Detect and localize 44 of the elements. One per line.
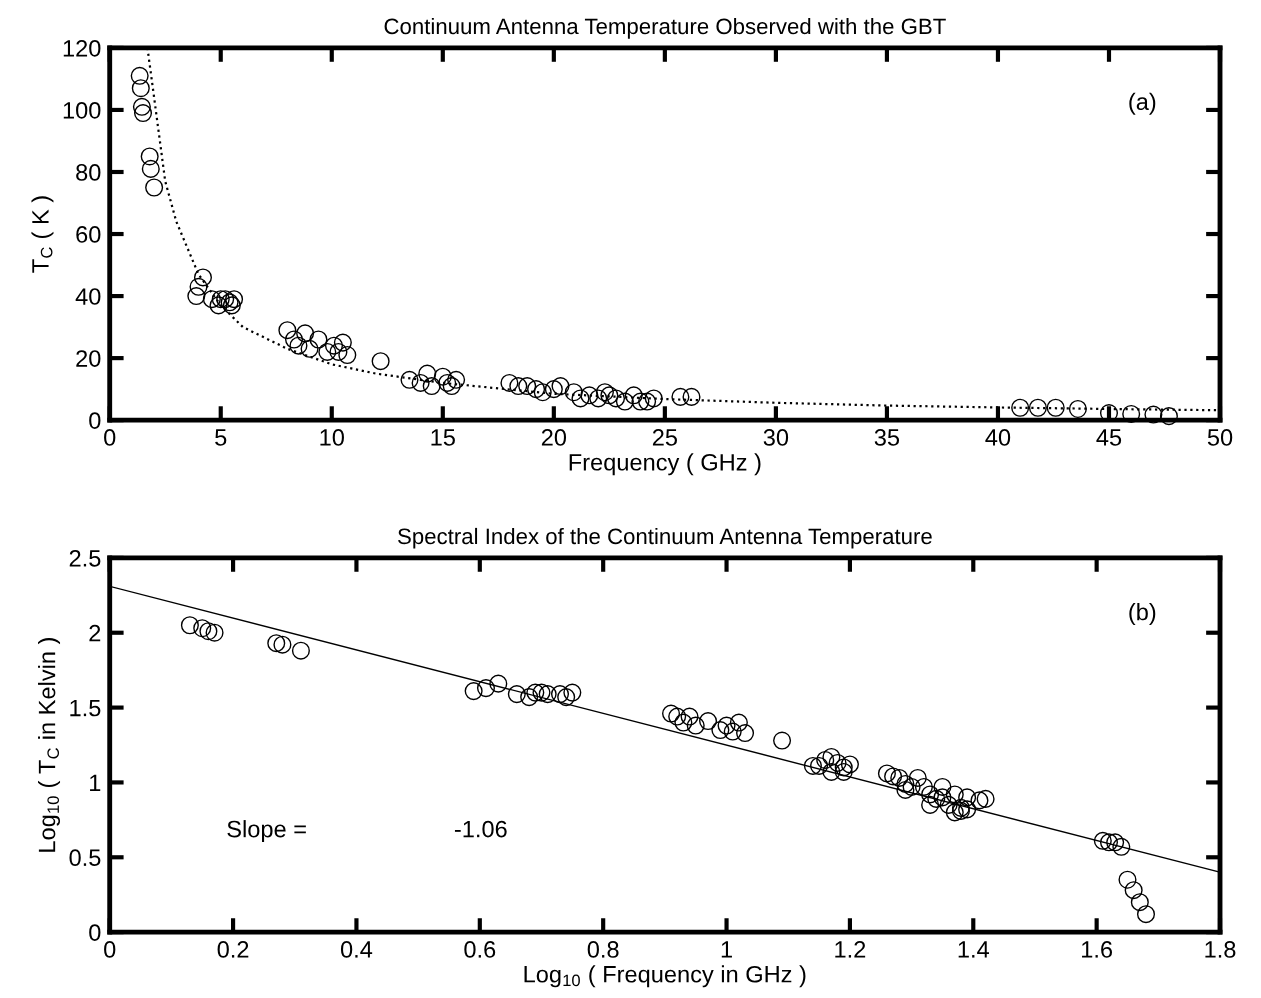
x-tick-label: 1.6 [1082, 941, 1113, 958]
x-tick-label: 1.8 [1205, 941, 1236, 958]
x-tick-label: 5 [215, 429, 227, 446]
y-tick-label: 80 [76, 164, 101, 181]
chart-title: Continuum Antenna Temperature Observed with the GBT [384, 17, 946, 39]
x-tick-label: 0 [104, 941, 116, 958]
y-tick-label: 2.5 [69, 549, 101, 567]
y-axis-title: T$_{C}$ ( K ) [31, 196, 54, 273]
y-tick-label: 100 [63, 102, 101, 119]
x-tick-label: 0.6 [464, 941, 496, 958]
y-tick-label: 120 [63, 39, 101, 57]
x-tick-label: 50 [1207, 429, 1233, 446]
y-tick-label: 0 [89, 412, 101, 429]
x-tick-label: 1.2 [835, 941, 866, 958]
annotation: (a) [1129, 92, 1156, 115]
x-tick-label: 0.2 [217, 941, 249, 958]
x-tick-label: 0.8 [587, 941, 619, 958]
y-tick-label: 20 [76, 350, 101, 367]
x-tick-label: 40 [985, 429, 1011, 446]
y-axis-title: Log$_{10}$ ( T$_{C}$ in Kelvin ) [38, 638, 61, 852]
x-tick-label: 0 [104, 429, 116, 446]
x-tick-label: 30 [763, 429, 789, 446]
x-axis-title: Log$_{10}$ ( Frequency in GHz ) [524, 965, 806, 988]
x-tick-label: 1.4 [958, 941, 989, 958]
y-tick-label: 1.5 [70, 699, 101, 717]
chart-title: Spectral Index of the Continuum Antenna Temperature [398, 527, 932, 549]
y-tick-label: 60 [76, 226, 101, 243]
x-tick-label: 10 [320, 429, 344, 446]
annotation: -1.06 [454, 820, 507, 838]
annotation: Slope = [227, 820, 306, 843]
x-tick-label: 1 [721, 941, 732, 958]
x-axis-title: Frequency ( GHz ) [569, 453, 761, 476]
y-tick-label: 1 [90, 774, 101, 791]
y-tick-label: 2 [89, 624, 101, 642]
x-tick-label: 35 [874, 429, 900, 446]
x-tick-label: 15 [431, 429, 455, 446]
annotation: (b) [1129, 603, 1156, 626]
x-tick-label: 25 [652, 429, 677, 446]
x-tick-label: 0.4 [340, 941, 373, 958]
y-tick-label: 0.5 [69, 849, 101, 867]
x-tick-label: 20 [541, 429, 567, 446]
x-tick-label: 45 [1096, 429, 1122, 446]
y-tick-label: 0 [89, 924, 101, 941]
y-tick-label: 40 [75, 288, 101, 305]
